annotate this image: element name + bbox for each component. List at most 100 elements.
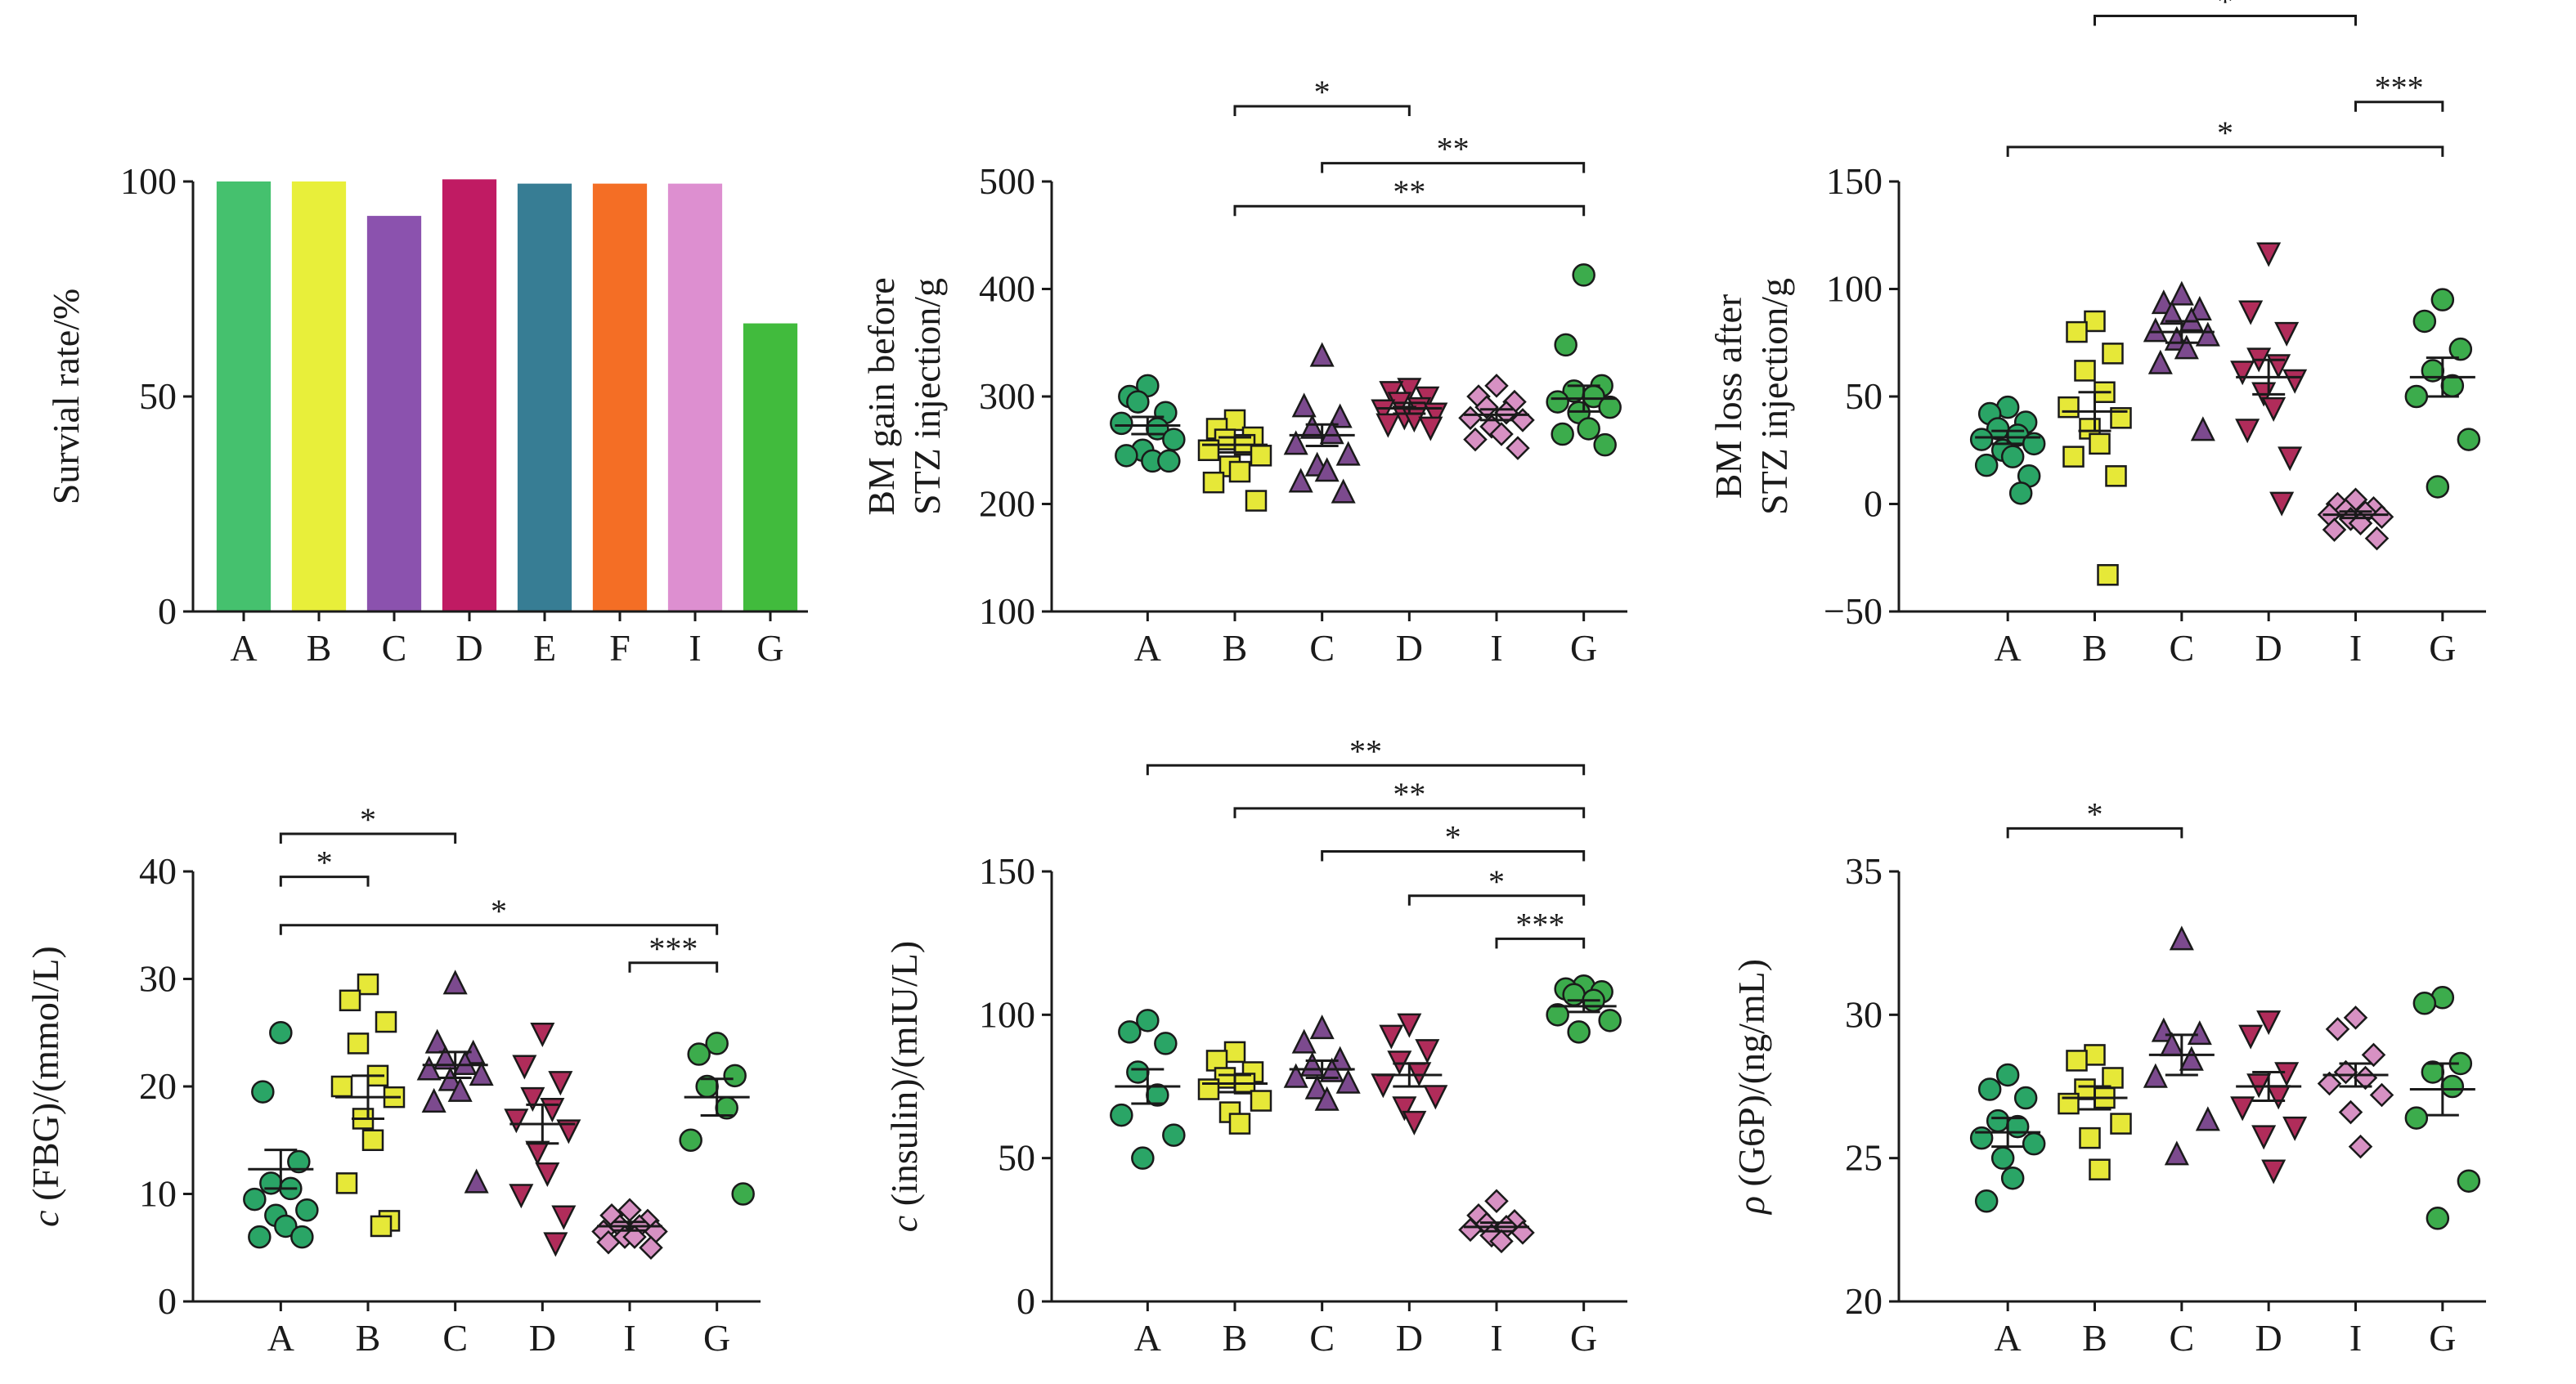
data-point (416, 1055, 442, 1081)
data-point (2058, 396, 2080, 419)
series-A (1110, 374, 1186, 473)
significance-label: *** (648, 930, 698, 967)
data-point (1974, 1189, 1999, 1213)
bar (743, 323, 798, 611)
x-tick-label: G (1570, 1317, 1597, 1359)
data-point (1335, 1068, 1361, 1094)
y-tick-label: 150 (979, 850, 1035, 892)
data-point (2179, 1046, 2204, 1071)
data-point (2266, 1085, 2291, 1110)
x-tick-label: I (1490, 1317, 1502, 1359)
data-point (2322, 517, 2347, 542)
data-point (2147, 349, 2173, 374)
series-D (2230, 242, 2308, 517)
data-point (2079, 1126, 2101, 1149)
data-point (1250, 1090, 1272, 1112)
data-point (421, 1087, 447, 1113)
data-point (287, 1149, 311, 1174)
significance-label: * (491, 893, 507, 929)
data-point (1379, 1024, 1404, 1050)
data-point (1489, 422, 1514, 446)
y-axis-title: BM gain before (860, 277, 902, 515)
x-tick-label: I (2349, 627, 2362, 669)
data-point (1245, 490, 1268, 512)
data-point (1223, 1041, 1246, 1064)
data-point (1319, 1057, 1344, 1082)
data-point (1115, 444, 1138, 468)
x-tick-label: B (1223, 627, 1248, 669)
data-point (504, 1109, 529, 1134)
data-point (1299, 1051, 1325, 1077)
data-point (2105, 465, 2127, 487)
y-axis-title: Survial rate/% (45, 289, 87, 504)
data-point (1197, 439, 1220, 461)
data-point (2102, 1067, 2124, 1089)
data-point (295, 1198, 319, 1222)
data-point (2084, 1044, 2106, 1066)
y-tick-label: 40 (139, 850, 177, 892)
x-tick-label: I (623, 1317, 635, 1359)
bar (216, 181, 272, 611)
data-point (447, 1077, 473, 1102)
data-point (2084, 310, 2106, 333)
data-point (1551, 422, 1574, 446)
series-G (1546, 974, 1622, 1044)
x-tick-label: C (382, 627, 407, 669)
data-point (1397, 378, 1422, 403)
data-point (1463, 427, 1488, 452)
series-D (2230, 1010, 2308, 1185)
series-I (1458, 1189, 1535, 1254)
data-point (2282, 1116, 2308, 1141)
significance-bracket (1233, 204, 1586, 217)
y-tick-label: 30 (1845, 993, 1883, 1035)
x-tick-label: G (1570, 627, 1597, 669)
data-point (2089, 432, 2111, 455)
data-point (2089, 1158, 2111, 1180)
data-point (1335, 441, 1361, 466)
significance-label: * (1314, 74, 1331, 110)
data-point (705, 1032, 729, 1055)
series-B (1197, 409, 1272, 512)
data-point (375, 1010, 397, 1033)
data-point (1202, 471, 1225, 494)
y-tick-label: 10 (139, 1173, 177, 1215)
data-point (2230, 361, 2255, 386)
series-I (2317, 487, 2394, 551)
y-tick-label: 0 (158, 590, 177, 632)
x-tick-label: D (2255, 627, 2282, 669)
series-I (2317, 1006, 2394, 1159)
data-point (1598, 395, 1622, 419)
data-point (723, 1064, 747, 1088)
series-B (1197, 1041, 1272, 1135)
x-tick-label: B (307, 627, 332, 669)
data-point (1136, 1009, 1160, 1032)
y-tick-label: 100 (979, 590, 1035, 632)
data-point (2062, 446, 2085, 468)
data-point (1126, 390, 1150, 414)
series-A (243, 1021, 319, 1249)
data-point (1986, 1109, 2010, 1133)
y-tick-label: 30 (139, 958, 177, 1000)
series-B (330, 973, 406, 1238)
data-point (1392, 1096, 1417, 1122)
data-point (509, 1184, 534, 1209)
data-point (530, 1023, 555, 1048)
x-tick-label: B (2082, 627, 2107, 669)
significance-bracket (1495, 937, 1586, 949)
x-tick-label: C (2169, 627, 2194, 669)
data-point (243, 1187, 267, 1212)
data-point (2190, 416, 2215, 441)
significance-bracket (279, 832, 457, 844)
y-tick-label: 0 (1016, 1280, 1035, 1322)
data-point (1162, 428, 1186, 451)
data-point (2097, 564, 2119, 586)
series-B (2058, 1044, 2132, 1180)
x-tick-label: I (1490, 627, 1502, 669)
significance-bracket (1233, 807, 1586, 818)
data-point (2110, 1113, 2132, 1135)
x-tick-label: B (1223, 1317, 1248, 1359)
bar (366, 216, 422, 611)
x-tick-label: C (2169, 1317, 2194, 1359)
series-G (1546, 263, 1622, 457)
